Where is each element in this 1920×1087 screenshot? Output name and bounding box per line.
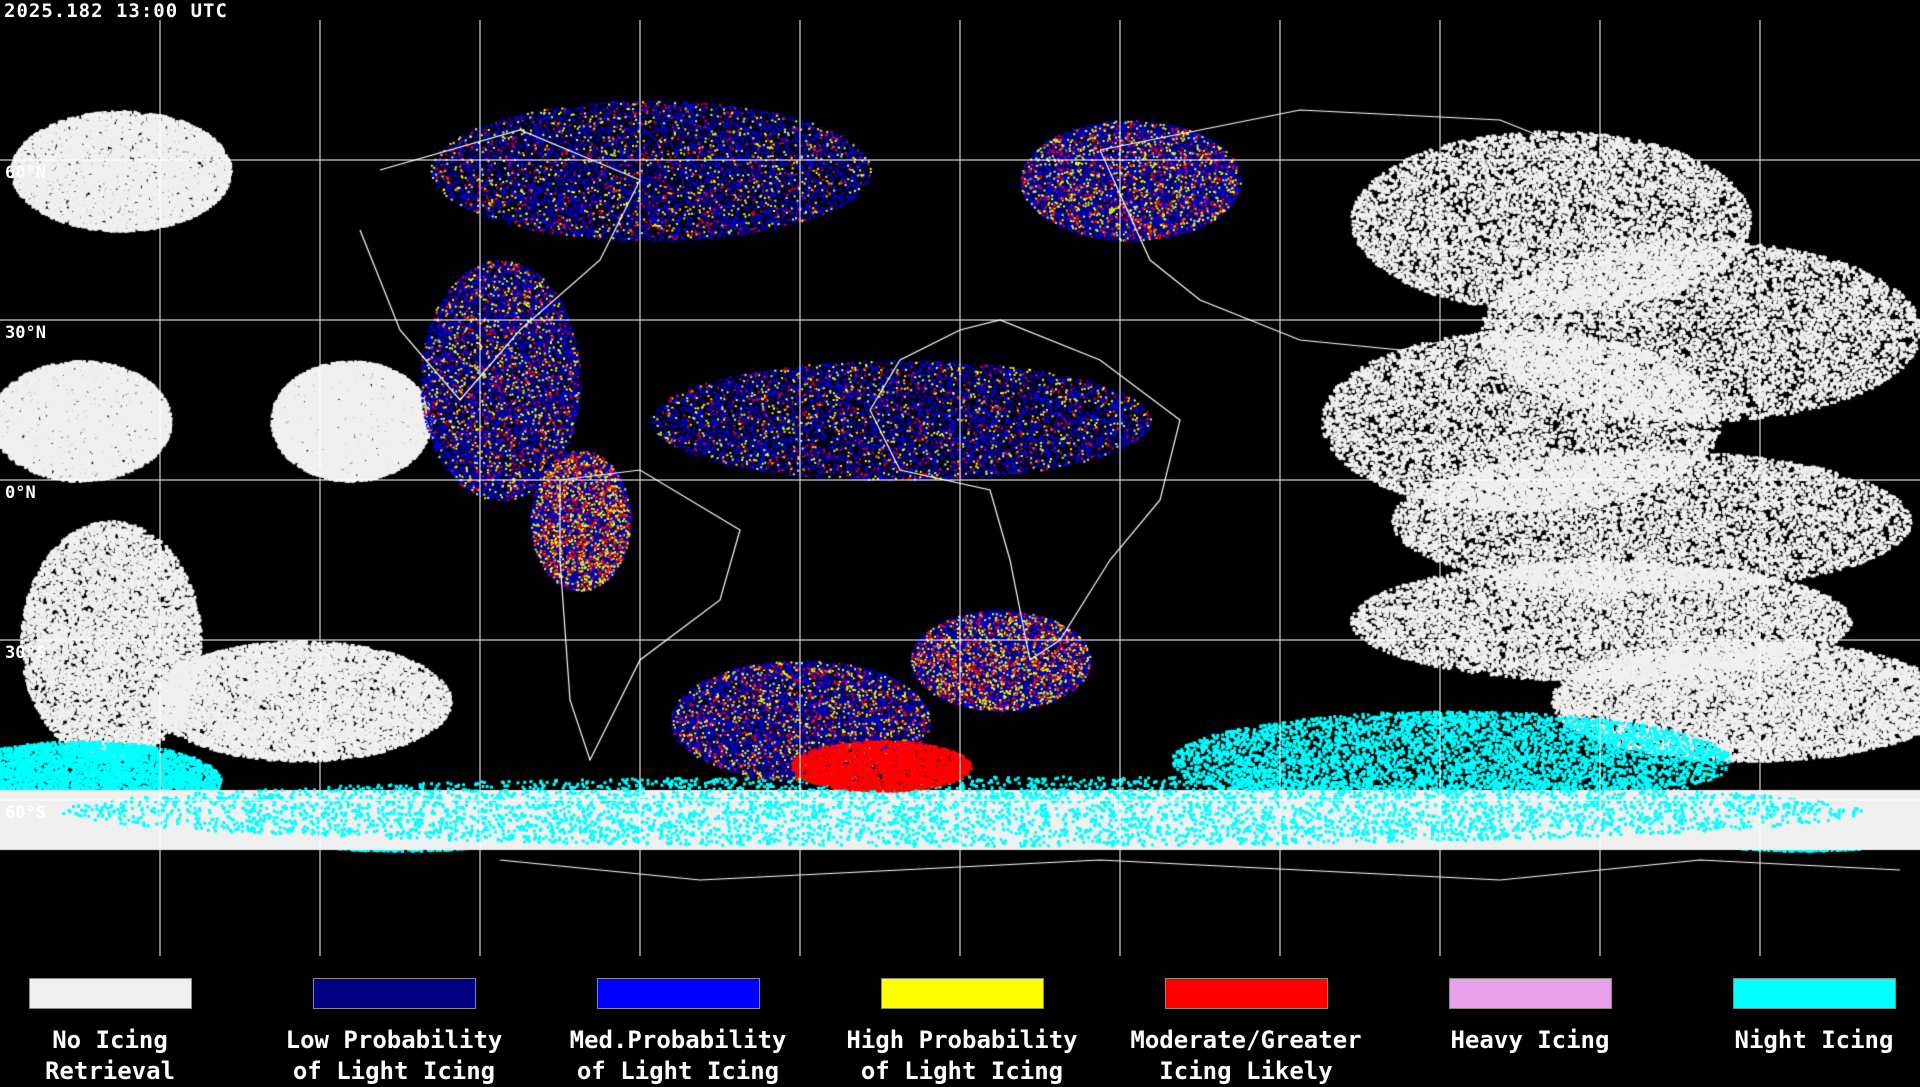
legend-label: High Probability of Light Icing xyxy=(846,1026,1078,1085)
legend-item-night-icing: Night Icing xyxy=(1684,978,1920,1056)
legend-item-heavy-icing: Heavy Icing xyxy=(1400,978,1660,1056)
legend-label: Heavy Icing xyxy=(1450,1026,1610,1054)
legend-item-med-probability: Med.Probability of Light Icing xyxy=(548,978,808,1087)
legend-item-low-probability: Low Probability of Light Icing xyxy=(264,978,524,1087)
legend-item-no-icing: No Icing Retrieval xyxy=(0,978,240,1087)
lat-label-60n: 60°N xyxy=(5,163,46,183)
lat-lon-grid xyxy=(0,20,1920,956)
lat-label-60s: 60°S xyxy=(5,803,46,823)
lat-label-30n: 30°N xyxy=(5,323,46,343)
timestamp: 2025.182 13:00 UTC xyxy=(4,0,228,22)
icing-map: 2025.182 13:00 UTC 60°N 30°N 0°N 30°S 60… xyxy=(0,0,1920,956)
legend-swatch xyxy=(596,978,760,1009)
legend-label: Med.Probability of Light Icing xyxy=(569,1026,787,1085)
legend-swatch xyxy=(1448,978,1612,1009)
lat-label-30s: 30°S xyxy=(5,643,46,663)
legend-swatch xyxy=(312,978,476,1009)
legend-swatch xyxy=(1732,978,1896,1009)
legend-swatch xyxy=(1164,978,1328,1009)
legend: No Icing Retrieval Low Probability of Li… xyxy=(0,956,1920,1085)
legend-item-moderate-greater: Moderate/Greater Icing Likely xyxy=(1116,978,1376,1087)
legend-label: Low Probability of Light Icing xyxy=(285,1026,503,1085)
lat-label-0n: 0°N xyxy=(5,483,36,503)
legend-label: Night Icing xyxy=(1734,1026,1894,1054)
legend-swatch xyxy=(28,978,192,1009)
legend-label: Moderate/Greater Icing Likely xyxy=(1130,1026,1362,1085)
legend-item-high-probability: High Probability of Light Icing xyxy=(832,978,1092,1087)
legend-label: No Icing Retrieval xyxy=(44,1026,176,1085)
legend-swatch xyxy=(880,978,1044,1009)
